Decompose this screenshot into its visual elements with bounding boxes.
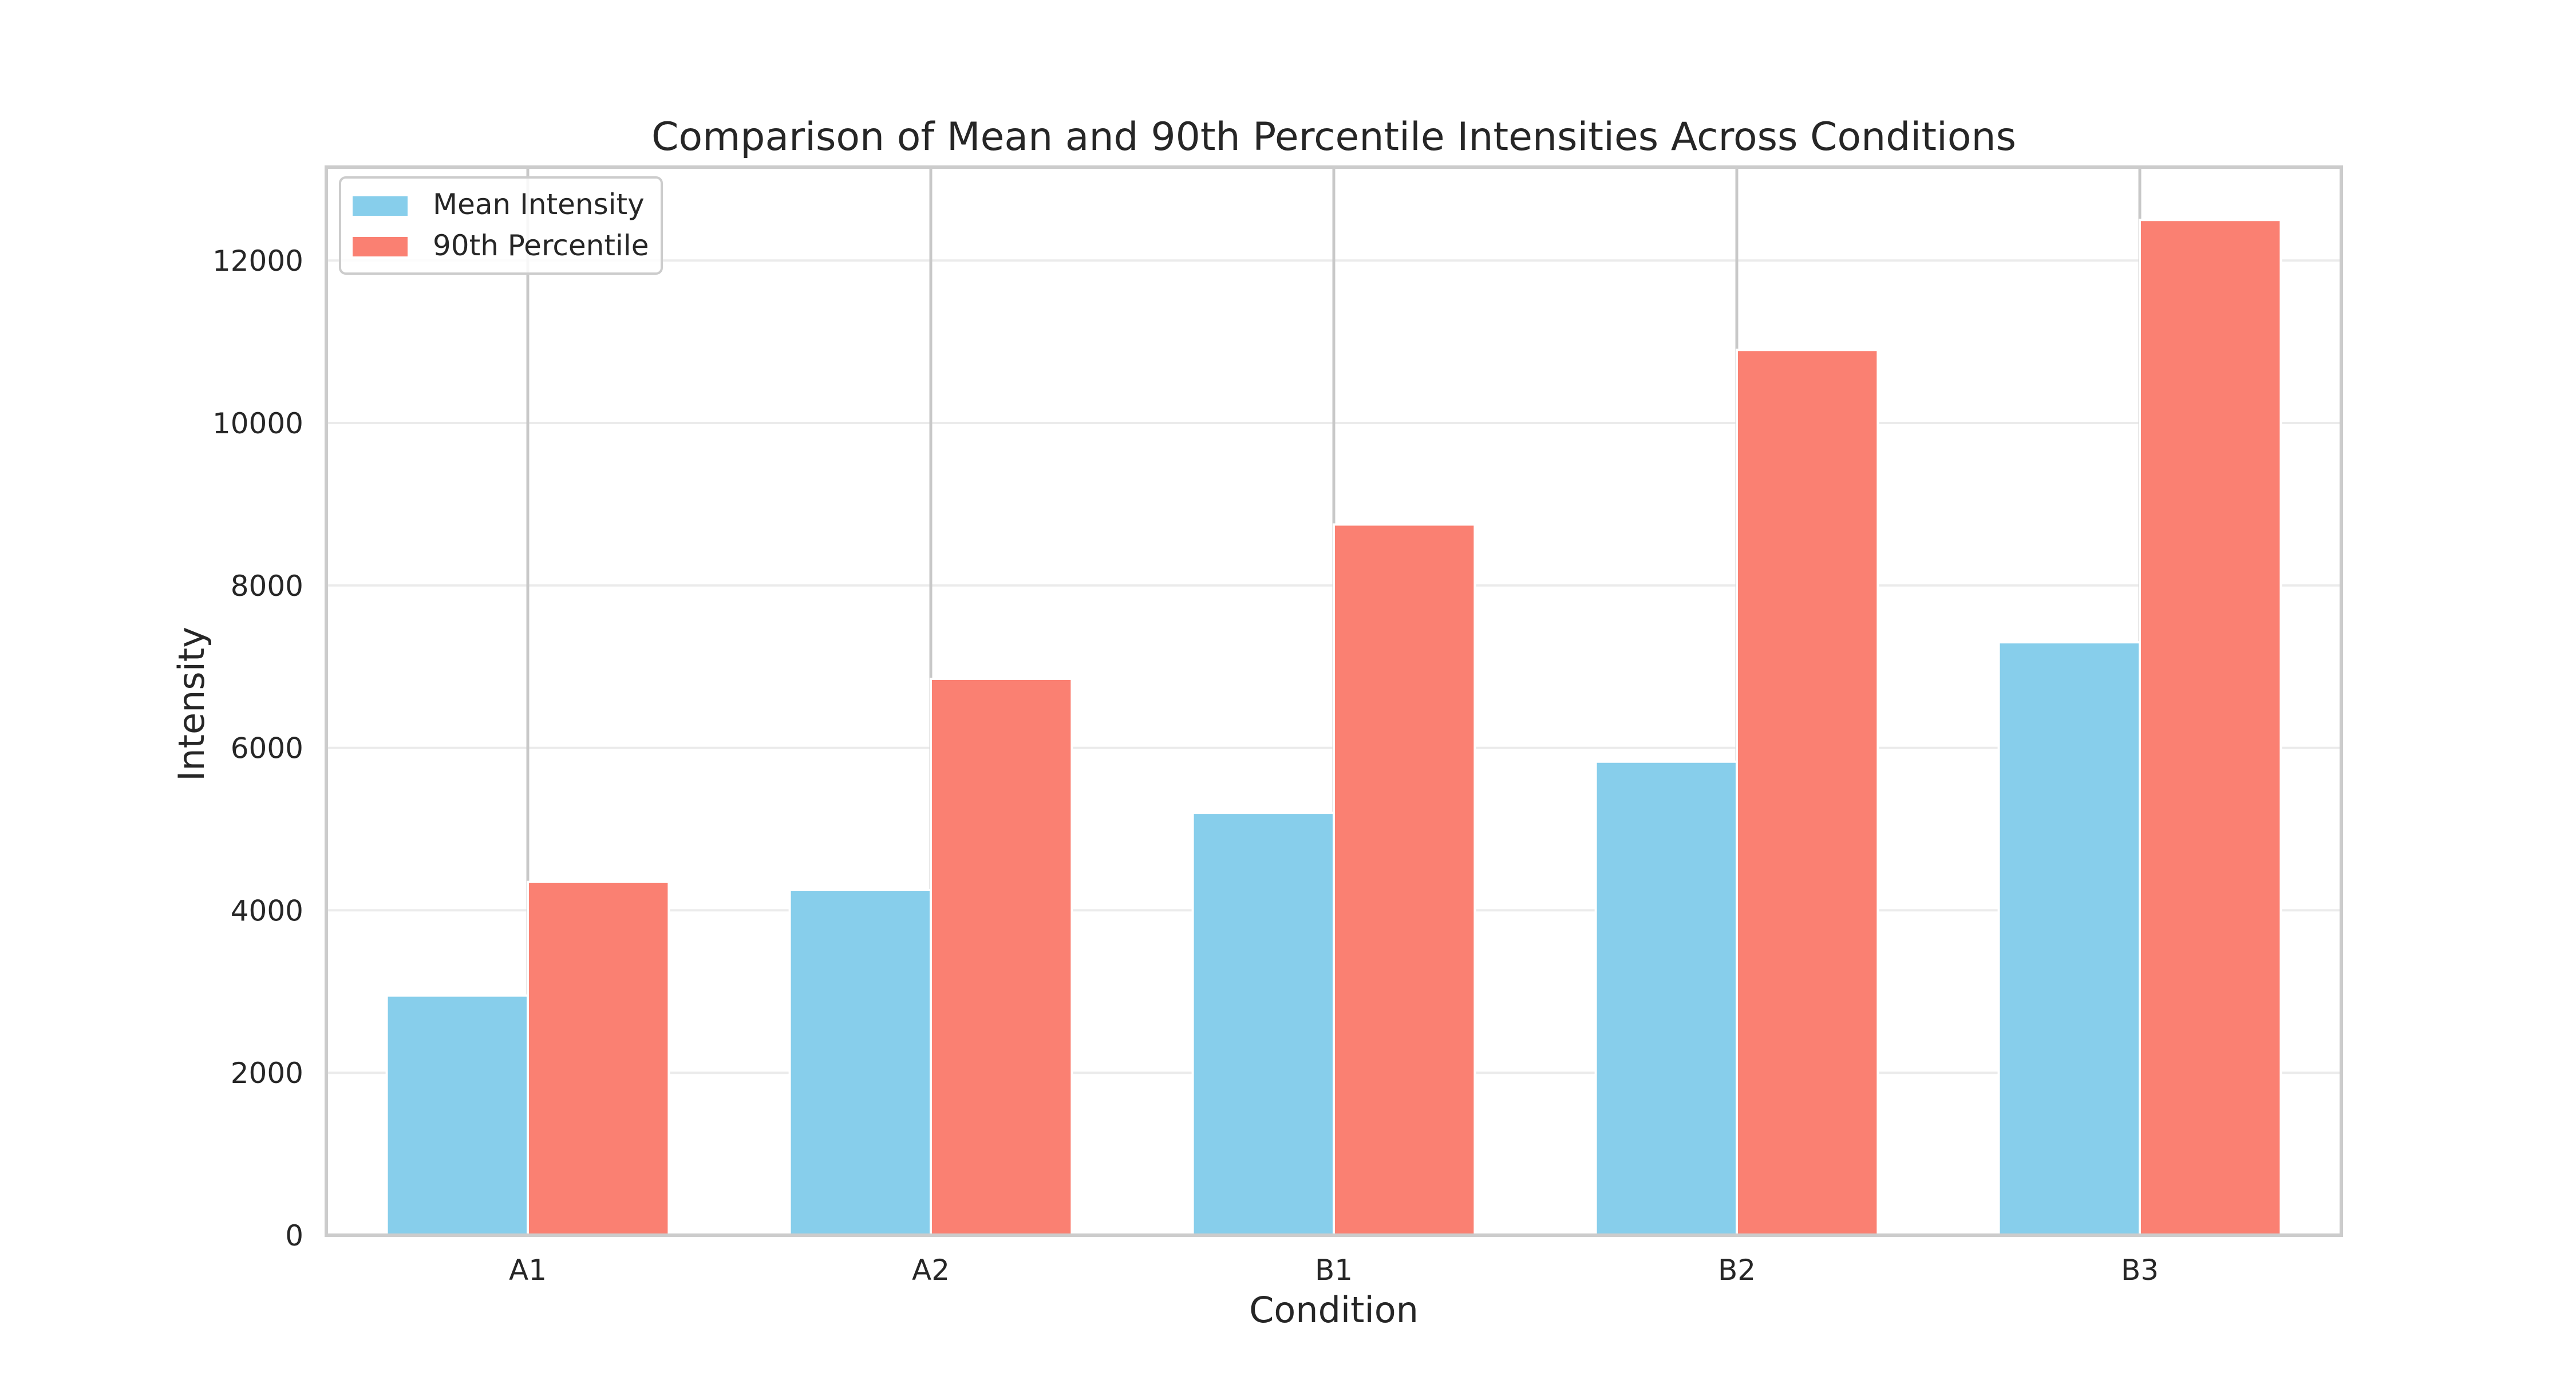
x-tick-label-a2: A2: [912, 1254, 950, 1287]
tick-labels: 0 2000 4000 6000 8000 10000 12000 A1 A2 B1 B2 B3: [212, 244, 2159, 1287]
y-tick-label: 10000: [212, 407, 303, 440]
legend-swatch-mean-intensity: [353, 196, 408, 216]
x-axis-label: Condition: [1249, 1289, 1419, 1331]
bar-mean-intensity-b1: [1191, 812, 1336, 1236]
bars: [385, 219, 2282, 1237]
bar-90th-percentile-a1: [527, 880, 670, 1236]
bar-mean-intensity-b2: [1594, 760, 1739, 1236]
legend-swatch-90th-percentile: [353, 237, 408, 256]
bar-90th-percentile-b2: [1736, 349, 1879, 1236]
legend-box: [339, 176, 663, 275]
bar-90th-percentile-b1: [1333, 523, 1476, 1236]
legend-label-90th-percentile: 90th Percentile: [433, 229, 649, 262]
y-tick-label: 4000: [231, 894, 303, 927]
y-tick-label: 2000: [231, 1057, 303, 1090]
y-axis-label: Intensity: [171, 627, 212, 781]
y-tick-label: 0: [285, 1219, 303, 1252]
plot-frame: [325, 165, 2343, 1237]
x-tick-label-a1: A1: [509, 1254, 547, 1287]
x-tick-label-b3: B3: [2121, 1254, 2159, 1287]
y-tick-label: 6000: [231, 732, 303, 765]
legend-label-mean-intensity: Mean Intensity: [433, 188, 645, 221]
bar-mean-intensity-b3: [1997, 641, 2142, 1236]
bar-90th-percentile-b3: [2139, 219, 2282, 1237]
bar-90th-percentile-a2: [930, 677, 1073, 1236]
legend: Mean Intensity 90th Percentile: [339, 176, 663, 275]
chart-title: Comparison of Mean and 90th Percentile I…: [651, 114, 2016, 160]
y-tick-label: 12000: [212, 244, 303, 278]
y-tick-label: 8000: [231, 570, 303, 603]
bar-mean-intensity-a2: [788, 888, 932, 1236]
x-tick-label-b2: B2: [1718, 1254, 1756, 1287]
x-tick-label-b1: B1: [1315, 1254, 1353, 1287]
bar-mean-intensity-a1: [385, 994, 529, 1236]
